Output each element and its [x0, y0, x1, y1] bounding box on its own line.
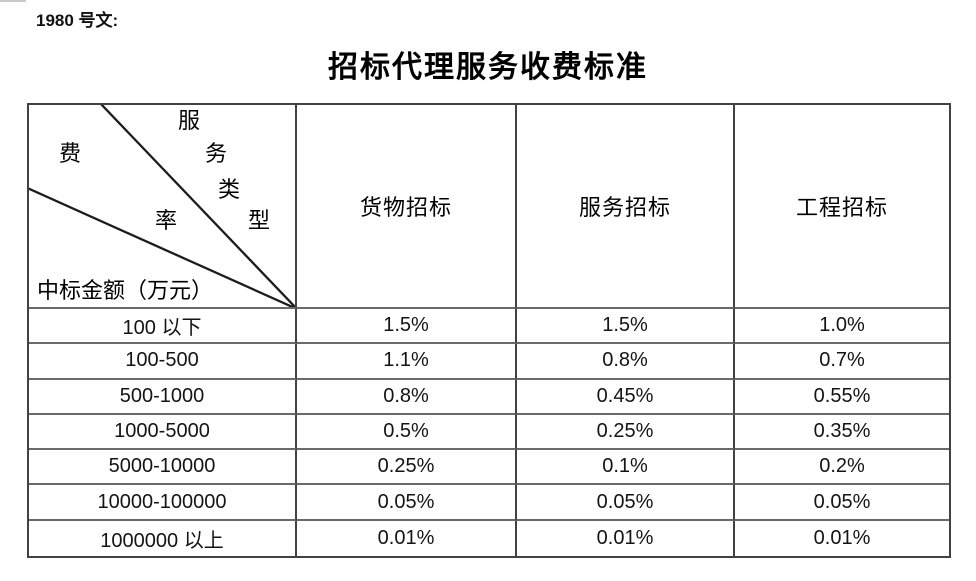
fee-value: 1.0%: [735, 309, 949, 345]
fee-value: 0.7%: [735, 344, 949, 380]
diag-label-service-char-2: 务: [204, 141, 227, 166]
fee-value: 1.1%: [297, 344, 517, 380]
diagonal-header-cell: 服 务 类 型 费 率 中标金额（万元）: [29, 105, 297, 309]
fee-value: 0.25%: [517, 414, 735, 451]
fee-value: 0.35%: [735, 415, 949, 451]
page-edge-artifact: [0, 0, 26, 2]
row-axis-label: 中标金额（万元）: [37, 278, 214, 303]
fee-value: 1.5%: [297, 309, 517, 345]
fee-value: 0.01%: [297, 520, 517, 556]
fee-value: 0.8%: [517, 344, 735, 380]
diag-label-service-char-3: 类: [217, 177, 240, 202]
fee-value: 0.1%: [517, 450, 735, 486]
document-reference-number: 1980 号文:: [36, 11, 119, 30]
diag-label-service-char-4: 型: [247, 208, 270, 233]
diag-label-rate-char-1: 费: [58, 141, 81, 166]
fee-value: 0.2%: [735, 450, 949, 486]
fee-value: 0.25%: [297, 450, 517, 486]
fee-value: 1.5%: [517, 309, 735, 345]
fee-value: 0.01%: [813, 526, 871, 549]
fee-value: 0.05%: [517, 485, 735, 521]
fee-value: 0.55%: [735, 380, 949, 415]
row-label: 1000-5000: [29, 414, 297, 451]
row-label: 100-500: [29, 344, 297, 380]
fee-value: 0.05%: [735, 485, 949, 521]
diagonal-split-lines-icon: [29, 105, 295, 307]
column-header-services: 服务招标: [517, 105, 735, 309]
fee-value: 0.01%: [517, 520, 735, 556]
fee-value: 0.5%: [297, 414, 517, 451]
row-label: 100 以下: [29, 309, 297, 345]
diag-label-service-char-1: 服: [177, 108, 200, 133]
fee-value: 0.05%: [297, 485, 517, 521]
row-label: 1000000 以上: [29, 520, 297, 556]
row-label: 500-1000: [29, 379, 297, 415]
column-header-engineering: 工程招标: [735, 105, 949, 309]
fee-value: 0.8%: [297, 379, 517, 415]
row-label: 5000-10000: [29, 450, 297, 486]
page-title: 招标代理服务收费标准: [328, 51, 648, 84]
fee-value: 0.45%: [517, 379, 735, 415]
column-header-goods: 货物招标: [297, 105, 517, 309]
row-label: 10000-100000: [29, 485, 297, 521]
fee-standard-table: 服 务 类 型 费 率 中标金额（万元） 货物招标 服务招标 工程招标 100 …: [27, 103, 951, 558]
diag-label-rate-char-2: 率: [154, 208, 177, 233]
